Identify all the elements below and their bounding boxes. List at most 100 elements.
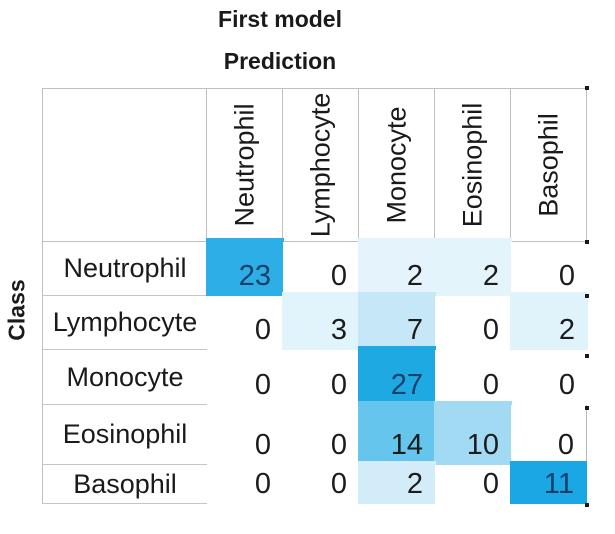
cell-r3c2: 14 [358,401,436,465]
cell-value: 0 [330,429,347,461]
cell-value: 0 [330,260,347,292]
cell-value: 27 [390,369,423,401]
col-header-basophil: Basophil [511,88,587,242]
cell-r1c4: 2 [510,292,588,350]
cell-shade [358,292,436,350]
cell-r0c1: 0 [283,242,359,296]
row-label-neutrophil: Neutrophil [42,242,207,296]
cell-value: 2 [482,260,499,292]
cell-shade [282,292,360,350]
selection-handle-dot [585,294,589,298]
cell-shade [358,461,436,504]
cell-value: 0 [254,314,271,346]
cell-value: 0 [482,468,499,500]
cell-value: 0 [330,369,347,401]
cell-r3c4: 0 [511,405,587,465]
cell-shade [206,238,284,296]
cell-shade [434,292,512,350]
cell-r3c1: 0 [283,405,359,465]
cell-value: 23 [238,260,271,292]
chart-title: First model [218,6,342,32]
cell-value: 0 [254,429,271,461]
row-label-basophil: Basophil [42,465,207,504]
cell-r1c2: 7 [358,292,436,350]
class-axis-label: Class [3,279,30,341]
cell-value: 0 [558,369,575,401]
cell-value: 2 [406,468,423,500]
cell-value: 2 [558,314,575,346]
cell-value: 0 [254,468,271,500]
col-header-monocyte: Monocyte [359,88,435,242]
cell-shade [282,461,360,504]
cell-value: 0 [557,429,574,461]
cell-r2c0: 0 [207,350,283,405]
cell-r2c3: 0 [435,350,511,405]
selection-handle-dot [585,240,589,244]
cell-shade [358,238,436,296]
cell-shade [510,461,587,504]
col-header-label: Neutrophil [229,103,259,227]
row-label-lymphocyte: Lymphocyte [42,296,207,350]
row-label-eosinophil: Eosinophil [42,405,207,465]
cell-value: 7 [406,314,423,346]
cell-shade [206,401,284,465]
cell-r0c3: 2 [434,238,512,296]
cell-shade [434,346,512,405]
cell-r1c0: 0 [207,296,283,350]
cell-shade [358,346,436,405]
confusion-matrix-table: Neutrophil Lymphocyte Monocyte Eosinophi… [42,88,588,504]
cell-value: 10 [466,429,499,461]
cell-r4c1: 0 [283,465,359,504]
cell-r3c3: 10 [434,401,512,465]
cell-shade [282,401,360,465]
cell-shade [510,238,588,296]
col-header-lymphocyte: Lymphocyte [283,88,359,242]
cell-r1c1: 3 [282,292,360,350]
cell-shade [510,292,588,350]
cell-r1c3: 0 [435,296,511,350]
cell-r2c4: 0 [511,350,587,405]
cell-shade [358,401,436,465]
cell-r3c0: 0 [207,405,283,465]
cell-shade [206,346,284,405]
cell-r4c2: 2 [358,461,436,504]
selection-handle-dot [585,406,589,410]
cell-r0c2: 2 [358,238,436,296]
cell-value: 0 [482,369,499,401]
selection-handle-dot [585,354,589,358]
corner-cell [42,88,207,242]
cell-r4c4: 11 [510,461,587,504]
selection-handle-dot [585,86,589,90]
cell-shade [206,292,284,350]
cell-shade [434,238,512,296]
cell-shade [282,346,360,405]
col-header-label: Monocyte [381,106,411,224]
col-header-neutrophil: Neutrophil [207,88,283,242]
col-header-label: Lymphocyte [305,92,335,238]
cell-value: 0 [254,369,271,401]
cell-r4c0: 0 [207,465,283,504]
cell-shade [510,401,587,465]
cell-value: 0 [558,260,575,292]
col-header-label: Eosinophil [457,102,487,228]
cell-value: 0 [330,468,347,500]
cell-value: 3 [330,314,347,346]
row-label-monocyte: Monocyte [42,350,207,405]
selection-handle-dot [585,503,589,507]
cell-value: 0 [482,314,499,346]
cell-shade [510,346,588,405]
cell-shade [434,401,512,465]
cell-r2c1: 0 [283,350,359,405]
cell-value: 14 [390,429,423,461]
cell-r4c3: 0 [435,465,511,504]
cell-value: 11 [543,468,574,500]
cell-r2c2: 27 [358,346,436,405]
prediction-axis-label: Prediction [223,48,337,74]
col-header-label: Basophil [533,113,563,217]
cell-r0c0: 23 [206,238,284,296]
cell-shade [206,461,284,504]
cell-shade [434,461,512,504]
col-header-eosinophil: Eosinophil [435,88,511,242]
cell-r0c4: 0 [511,242,587,296]
cell-shade [282,238,360,296]
